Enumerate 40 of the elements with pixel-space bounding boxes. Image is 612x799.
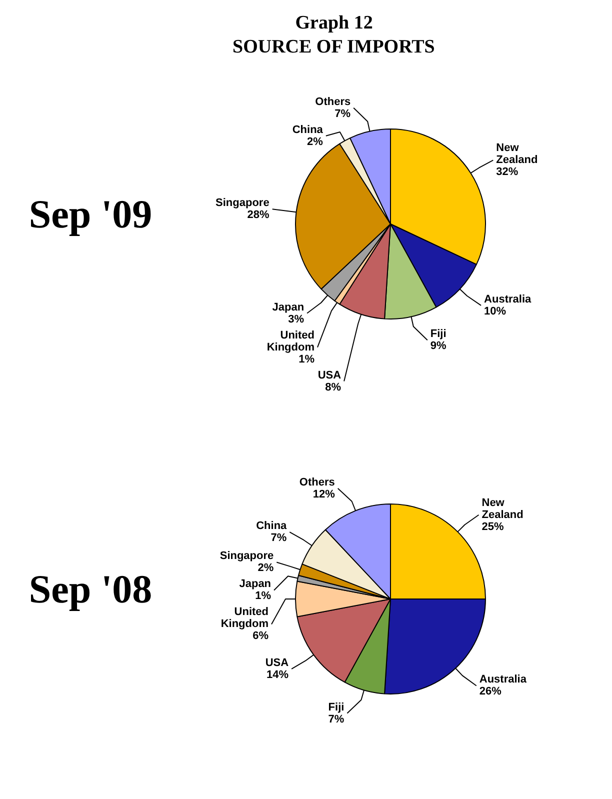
- slice-label: Japan: [272, 301, 304, 314]
- slice-label: United Kingdom: [266, 329, 315, 354]
- data-label: 7%: [334, 108, 351, 120]
- data-label: 3%: [288, 313, 304, 326]
- slice-label: Fiji: [430, 328, 446, 340]
- slice-label: United Kingdom: [220, 606, 269, 630]
- slice-label: Australia: [484, 293, 532, 306]
- slice-label: Australia: [479, 674, 528, 686]
- caption: Graph 12: [295, 12, 373, 34]
- data-label: 14%: [266, 668, 289, 681]
- data-label: 1%: [255, 590, 272, 602]
- data-label: 2%: [258, 562, 274, 574]
- data-label: 26%: [479, 686, 502, 698]
- slice-label: Singapore: [216, 197, 270, 210]
- text: Sep '08: [28, 566, 152, 612]
- data-label: 6%: [252, 630, 269, 642]
- data-label: 28%: [247, 209, 270, 222]
- data-label: 10%: [484, 305, 506, 318]
- slice-label: Singapore: [220, 550, 274, 562]
- text: Sep '09: [28, 192, 152, 236]
- slice-label: Others: [315, 96, 351, 108]
- data-label: 12%: [312, 488, 336, 500]
- data-label: 25%: [482, 520, 504, 533]
- slice-label: USA: [318, 369, 342, 382]
- data-label: 1%: [298, 353, 315, 366]
- source-note: SOURCE OF IMPORTS: [232, 36, 435, 58]
- slice-label: USA: [265, 656, 289, 669]
- slice-label: New Zealand: [496, 142, 538, 166]
- slice-label: New Zealand: [482, 496, 524, 521]
- data-label: 7%: [270, 532, 287, 544]
- slice-label: Japan: [239, 578, 272, 590]
- data-label: 2%: [307, 136, 324, 148]
- data-label: 7%: [328, 713, 344, 726]
- slice-label: Others: [299, 476, 335, 488]
- data-label: 8%: [325, 381, 342, 394]
- slice-label: China: [292, 124, 324, 136]
- slice-label: Fiji: [328, 701, 344, 714]
- data-label: 32%: [496, 166, 518, 178]
- data-label: 9%: [430, 340, 447, 352]
- slice-label: China: [256, 520, 288, 532]
